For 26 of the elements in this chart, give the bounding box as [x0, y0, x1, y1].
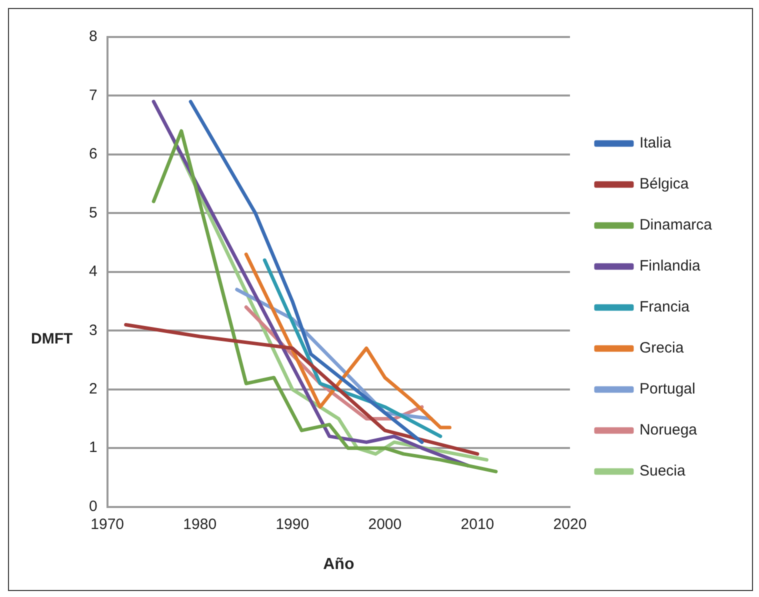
y-axis-title: DMFT: [31, 330, 73, 348]
x-tick-label: 1970: [90, 516, 124, 533]
y-tick-label: 4: [89, 263, 98, 280]
y-tick-label: 1: [89, 439, 98, 456]
y-tick-label: 5: [89, 204, 98, 222]
y-tick-label: 0: [89, 498, 98, 515]
y-tick-label: 3: [89, 322, 98, 339]
legend-label: Dinamarca: [639, 216, 713, 234]
legend-label: Suecia: [639, 462, 686, 480]
legend-label: Portugal: [639, 380, 696, 398]
x-tick-label: 1980: [183, 516, 217, 533]
y-tick-label: 6: [89, 146, 98, 163]
y-tick-label: 2: [89, 380, 98, 398]
x-tick-label: 2010: [460, 516, 494, 533]
x-tick-label: 2000: [368, 516, 402, 533]
legend-label: Italia: [639, 134, 672, 152]
y-tick-label: 8: [89, 28, 98, 46]
legend-label: Finlandia: [639, 258, 702, 275]
legend-label: Bélgica: [639, 176, 690, 193]
y-tick-label: 7: [89, 86, 98, 104]
x-axis-title: Año: [323, 556, 354, 573]
x-tick-label: 2020: [553, 516, 587, 533]
legend-label: Francia: [639, 298, 690, 316]
x-tick-label: 1990: [276, 516, 310, 533]
legend-label: Noruega: [639, 422, 698, 439]
legend-label: Grecia: [639, 340, 684, 357]
